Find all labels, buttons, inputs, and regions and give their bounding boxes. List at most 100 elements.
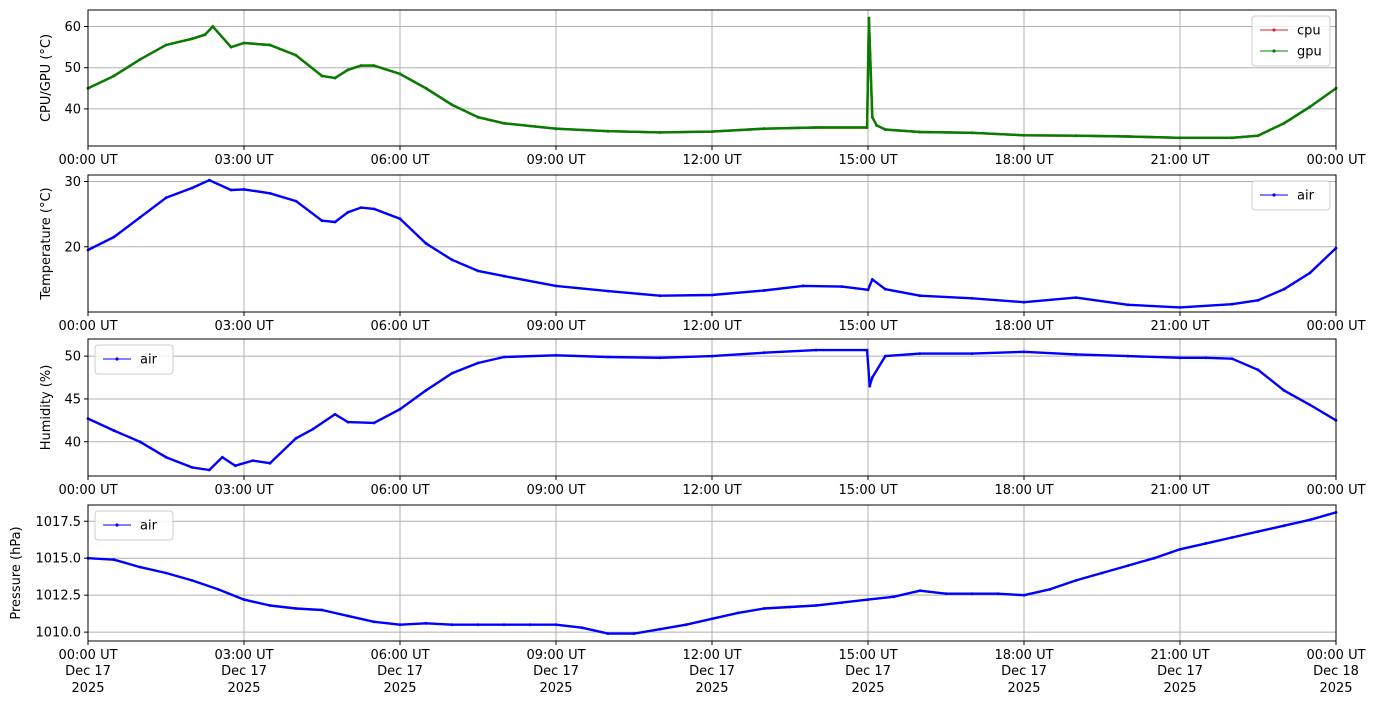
data-point-air	[1022, 350, 1026, 354]
data-point-air	[138, 216, 142, 219]
data-point-air	[333, 412, 337, 416]
x-tick-label: 06:00 UT	[370, 483, 429, 498]
data-point-air	[242, 188, 246, 191]
x-tick-label: 00:00 UT	[58, 319, 117, 334]
x-tick-year: 2025	[1319, 681, 1352, 696]
y-tick-label: 40	[64, 435, 81, 450]
y-axis-label: Pressure (hPa)	[9, 526, 24, 619]
data-point-air	[1022, 300, 1026, 304]
x-tick-label: 15:00 UT	[838, 483, 897, 498]
data-point-air	[268, 604, 272, 607]
data-point-air	[736, 611, 740, 615]
data-point-air	[450, 623, 454, 627]
data-point-air	[1022, 593, 1026, 597]
x-tick-label: 00:00 UT	[1306, 483, 1365, 498]
data-point-air	[1256, 298, 1260, 302]
data-point-air	[814, 348, 818, 352]
x-tick-date: Dec 17	[533, 664, 579, 679]
data-point-air	[788, 605, 792, 609]
data-point-air	[658, 294, 662, 298]
data-point-air	[1308, 271, 1312, 275]
data-point-air	[190, 466, 194, 469]
data-point-air	[320, 608, 324, 612]
data-point-air	[1100, 571, 1104, 575]
y-tick-label: 60	[64, 20, 81, 35]
x-tick-label: 12:00 UT	[682, 483, 741, 498]
data-point-air	[865, 348, 869, 352]
data-point-air	[554, 623, 558, 627]
data-point-gpu	[1074, 134, 1078, 138]
data-point-air	[216, 587, 220, 591]
data-point-gpu	[1282, 121, 1286, 125]
legend-marker-air	[1272, 193, 1276, 197]
x-tick-label: 00:00 UT	[1306, 648, 1365, 663]
data-point-gpu	[242, 41, 246, 45]
data-point-gpu	[1230, 136, 1234, 140]
data-point-gpu	[138, 58, 142, 61]
x-tick-year: 2025	[227, 681, 260, 696]
data-point-air	[242, 598, 246, 601]
x-tick-label: 00:00 UT	[58, 483, 117, 498]
x-tick-date: Dec 18	[1313, 664, 1359, 679]
x-tick-date: Dec 17	[1001, 664, 1047, 679]
data-point-air	[918, 589, 922, 593]
data-point-air	[138, 440, 142, 444]
legend-box	[94, 344, 174, 375]
y-tick-label: 20	[64, 240, 81, 255]
x-tick-label: 12:00 UT	[682, 319, 741, 334]
data-point-air	[476, 623, 480, 627]
x-tick-label: 15:00 UT	[838, 648, 897, 663]
data-point-air	[268, 191, 272, 195]
x-tick-label: 18:00 UT	[994, 648, 1053, 663]
y-tick-label: 40	[64, 102, 81, 117]
data-point-gpu	[865, 126, 869, 129]
data-point-air	[870, 376, 874, 379]
data-point-air	[1282, 287, 1286, 291]
data-point-air	[1074, 579, 1078, 582]
legend-marker-air	[115, 357, 119, 361]
data-point-air	[372, 421, 376, 425]
data-point-air	[398, 217, 402, 221]
data-point-air	[502, 274, 506, 278]
data-point-air	[1230, 302, 1234, 306]
data-point-gpu	[190, 37, 194, 41]
data-point-air	[606, 632, 610, 635]
data-point-air	[1074, 296, 1078, 299]
x-tick-label: 21:00 UT	[1150, 153, 1209, 168]
data-point-air	[606, 355, 610, 359]
panel-3: 40 45 50 00:00 UT 03:00 UT 06:00 UT 09:00 UT 12…	[39, 338, 1366, 498]
data-point-air	[1126, 303, 1130, 307]
data-point-air	[1308, 403, 1312, 407]
data-point-gpu	[450, 103, 454, 107]
data-point-air	[398, 623, 402, 627]
data-point-gpu	[1126, 135, 1130, 138]
data-point-gpu	[918, 130, 922, 134]
data-point-air	[190, 579, 194, 582]
data-point-gpu	[359, 64, 363, 67]
data-point-air	[580, 626, 584, 630]
data-point-air	[554, 353, 558, 357]
data-point-air	[801, 284, 805, 288]
data-point-air	[528, 623, 532, 627]
x-tick-label: 03:00 UT	[214, 153, 273, 168]
data-point-air	[346, 420, 350, 424]
data-point-gpu	[268, 43, 272, 47]
data-point-air	[883, 354, 887, 358]
legend: air	[94, 510, 174, 541]
data-point-air	[1126, 354, 1130, 358]
data-point-gpu	[320, 74, 324, 78]
data-point-air	[658, 627, 662, 631]
data-point-air	[970, 296, 974, 300]
data-point-air	[996, 592, 1000, 596]
y-tick-label: 30	[64, 175, 81, 190]
x-tick-label: 21:00 UT	[1150, 483, 1209, 498]
data-point-air	[1230, 536, 1234, 539]
x-tick-date: Dec 17	[845, 664, 891, 679]
data-point-air	[606, 289, 610, 293]
data-point-air	[424, 389, 428, 392]
legend: air	[1251, 180, 1331, 211]
legend: air	[94, 344, 174, 375]
x-tick-label: 06:00 UT	[370, 153, 429, 168]
data-point-air	[710, 617, 714, 621]
x-tick-label: 00:00 UT	[58, 648, 117, 663]
